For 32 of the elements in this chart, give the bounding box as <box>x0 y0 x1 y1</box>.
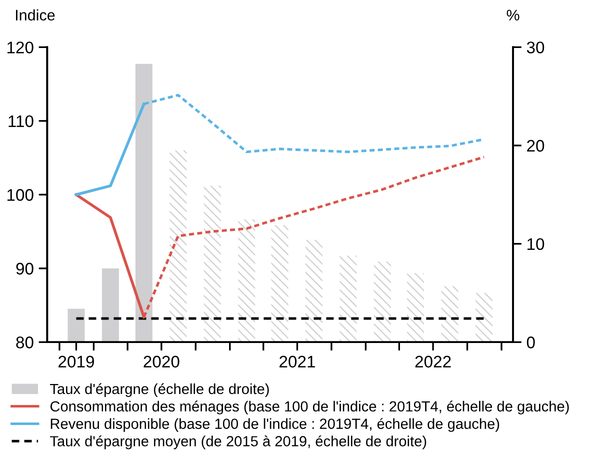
x-tick-label: 2019 <box>58 356 94 368</box>
bar <box>68 308 85 342</box>
y-tick-label: 120 <box>7 42 34 54</box>
bar <box>476 292 493 342</box>
x-tick-label: 2021 <box>280 356 315 368</box>
legend-label: Consommation des ménages (base 100 de l'indice : 2019T4, échelle de gauche) <box>50 400 569 414</box>
y2-tick-label: 10 <box>528 238 544 250</box>
y-tick-label: 90 <box>16 262 34 275</box>
legend-label: Taux d'épargne moyen (de 2015 à 2019, échelle de droite) <box>50 435 426 450</box>
y-tick-label: 110 <box>8 115 34 128</box>
bar <box>305 240 322 342</box>
x-tick-label: 2020 <box>144 356 180 368</box>
bar <box>340 256 357 342</box>
x-tick-label: 2022 <box>415 356 451 368</box>
bar <box>135 64 152 342</box>
y2-tick-label: 20 <box>527 140 544 152</box>
y2-tick-label: 30 <box>526 42 544 54</box>
bar <box>271 225 288 342</box>
bar <box>102 268 119 342</box>
y-tick-label: 80 <box>16 336 34 348</box>
bar <box>441 286 458 342</box>
bar <box>170 150 187 342</box>
legend-label: Revenu disponible (base 100 de l'indice : 2019T4, échelle de gauche) <box>50 418 500 432</box>
y-tick-label: 100 <box>7 189 34 201</box>
legend-label: Taux d'épargne (échelle de droite) <box>50 383 269 398</box>
y2-tick-label: 0 <box>526 336 535 348</box>
bar <box>374 262 391 342</box>
bar <box>407 273 424 342</box>
y-axis-title: Indice <box>16 9 55 21</box>
y2-axis-title: % <box>506 10 520 20</box>
bar <box>238 219 256 342</box>
bar <box>204 186 221 342</box>
